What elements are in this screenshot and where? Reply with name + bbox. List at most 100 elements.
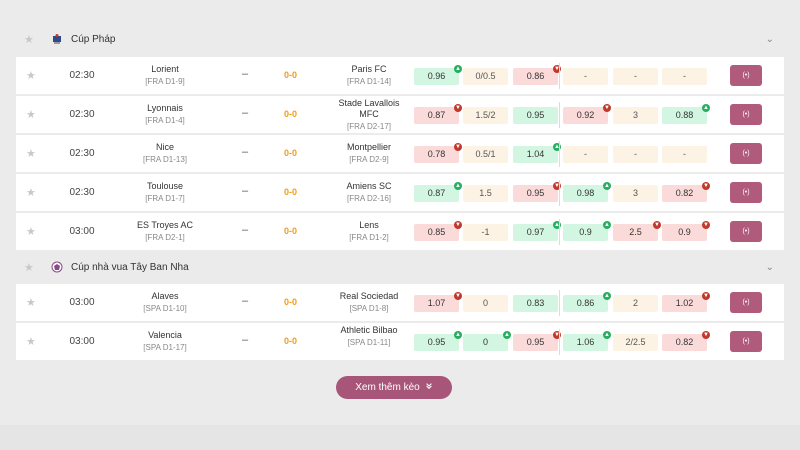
league-header[interactable]: ★ Cúp nhà vua Tây Ban Nha ⌄ — [0, 249, 800, 285]
see-more-odds-button[interactable]: Xem thêm kèo — [336, 376, 452, 399]
away-team[interactable]: Athletic Bilbao [SPA D1-11] — [319, 325, 419, 348]
odds-cell[interactable]: 2/2.5 — [613, 334, 658, 351]
odds-cell[interactable]: 0.95 — [513, 107, 558, 124]
live-stream-button[interactable]: (•) — [730, 331, 762, 352]
odds-cell[interactable]: 1.07 ▼ — [414, 292, 462, 312]
odds-cell[interactable]: 0.82 ▼ — [662, 182, 710, 202]
odds-cell[interactable]: 0.9 ▼ — [662, 221, 710, 241]
home-team[interactable]: Alaves [SPA D1-10] — [115, 291, 215, 314]
odds-cell[interactable]: 1.5/2 — [463, 107, 508, 124]
odds-cell[interactable]: 0.87 ▲ — [414, 182, 462, 202]
away-team[interactable]: Lens [FRA D1-2] — [319, 220, 419, 243]
odds-cell[interactable]: 3 — [613, 185, 658, 202]
odds-cell[interactable]: 0.86 ▲ — [563, 292, 611, 312]
away-team[interactable]: Real Sociedad [SPA D1-8] — [319, 291, 419, 314]
star-icon[interactable]: ★ — [24, 33, 34, 46]
odds-cell[interactable]: 0.83 — [513, 295, 558, 312]
odds-value: 1.06 — [576, 337, 595, 347]
score-separator: – — [242, 68, 249, 80]
live-stream-button[interactable]: (•) — [730, 221, 762, 242]
odds-cell[interactable]: - — [563, 68, 608, 85]
live-stream-button[interactable]: (•) — [730, 182, 762, 203]
home-team[interactable]: Toulouse [FRA D1-7] — [115, 181, 215, 204]
odds-value: 1.5 — [479, 188, 492, 198]
match-time: 02:30 — [69, 70, 95, 81]
odds-cell[interactable]: 1.02 ▼ — [662, 292, 710, 312]
odds-cell[interactable]: 0 — [463, 295, 508, 312]
odds-divider — [559, 290, 560, 316]
odds-cell[interactable]: - — [662, 68, 707, 85]
match-score: 0-0 — [284, 70, 298, 80]
odds-value: 0/0.5 — [475, 71, 496, 81]
odds-cell[interactable]: -1 — [463, 224, 508, 241]
bottom-strip — [0, 425, 800, 450]
odds-up-icon: ▲ — [454, 182, 462, 190]
favorite-star-icon[interactable]: ★ — [26, 187, 36, 199]
odds-cell[interactable]: 0 ▲ — [463, 331, 511, 351]
home-team-name: Lyonnais — [147, 103, 183, 113]
odds-cell[interactable]: 0.95 ▲ — [414, 331, 462, 351]
home-team[interactable]: Valencia [SPA D1-17] — [115, 330, 215, 353]
odds-value: 0.92 — [576, 110, 595, 120]
odds-cell[interactable]: - — [563, 146, 608, 163]
odds-value: 0.98 — [576, 188, 595, 198]
odds-cell[interactable]: 0.82 ▼ — [662, 331, 710, 351]
away-team[interactable]: Amiens SC [FRA D2-16] — [319, 181, 419, 204]
odds-cell[interactable]: - — [662, 146, 707, 163]
odds-cell[interactable]: 0.92 ▼ — [563, 104, 611, 124]
odds-cell[interactable]: 3 — [613, 107, 658, 124]
favorite-star-icon[interactable]: ★ — [26, 336, 36, 348]
odds-value: 0.5/1 — [475, 149, 496, 159]
away-team[interactable]: Montpellier [FRA D2-9] — [319, 142, 419, 165]
odds-cell[interactable]: 0.85 ▼ — [414, 221, 462, 241]
odds-cell[interactable]: 0.97 ▲ — [513, 221, 561, 241]
odds-cell[interactable]: 2.5 ▼ — [613, 221, 661, 241]
odds-cell[interactable]: 0/0.5 — [463, 68, 508, 85]
away-team[interactable]: Stade Lavallois MFC [FRA D2-17] — [319, 98, 419, 132]
score-separator: – — [242, 295, 249, 307]
live-stream-button[interactable]: (•) — [730, 143, 762, 164]
away-team-name: Amiens SC — [346, 181, 392, 191]
star-icon[interactable]: ★ — [24, 261, 34, 274]
live-stream-button[interactable]: (•) — [730, 65, 762, 86]
odds-cell[interactable]: 0.86 ▼ — [513, 65, 561, 85]
odds-cell[interactable]: 0.88 ▲ — [662, 104, 710, 124]
home-team[interactable]: ES Troyes AC [FRA D2-1] — [115, 220, 215, 243]
odds-cell[interactable]: 0.5/1 — [463, 146, 508, 163]
odds-cell[interactable]: 0.96 ▲ — [414, 65, 462, 85]
live-stream-button[interactable]: (•) — [730, 104, 762, 125]
odds-cell[interactable]: 2 — [613, 295, 658, 312]
odds-cell[interactable]: 0.87 ▼ — [414, 104, 462, 124]
odds-down-icon: ▼ — [454, 221, 462, 229]
odds-cell[interactable]: 0.95 ▼ — [513, 182, 561, 202]
chevron-down-icon[interactable]: ⌄ — [765, 261, 774, 273]
favorite-star-icon[interactable]: ★ — [26, 70, 36, 82]
away-team-rank: [FRA D2-9] — [349, 155, 389, 164]
live-stream-button[interactable]: (•) — [730, 292, 762, 313]
away-team[interactable]: Paris FC [FRA D1-14] — [319, 64, 419, 87]
favorite-star-icon[interactable]: ★ — [26, 297, 36, 309]
odds-cell[interactable]: 0.95 ▼ — [513, 331, 561, 351]
odds-divider — [559, 180, 560, 206]
odds-cell[interactable]: 1.04 ▲ — [513, 143, 561, 163]
home-team[interactable]: Lorient [FRA D1-9] — [115, 64, 215, 87]
chevron-down-icon[interactable]: ⌄ — [765, 33, 774, 45]
odds-cell[interactable]: - — [613, 68, 658, 85]
odds-down-icon: ▼ — [603, 104, 611, 112]
odds-cell[interactable]: 0.98 ▲ — [563, 182, 611, 202]
home-team[interactable]: Lyonnais [FRA D1-4] — [115, 103, 215, 126]
favorite-star-icon[interactable]: ★ — [26, 148, 36, 160]
away-team-name: Montpellier — [346, 142, 392, 152]
odds-cell[interactable]: 1.5 — [463, 185, 508, 202]
league-header[interactable]: ★ Cúp Pháp ⌄ — [0, 21, 800, 57]
odds-cell[interactable]: 0.9 ▲ — [563, 221, 611, 241]
home-team[interactable]: Nice [FRA D1-13] — [115, 142, 215, 165]
match-score: 0-0 — [284, 187, 298, 197]
odds-cell[interactable]: 0.78 ▼ — [414, 143, 462, 163]
favorite-star-icon[interactable]: ★ — [26, 109, 36, 121]
odds-cell[interactable]: - — [613, 146, 658, 163]
odds-cell[interactable]: 1.06 ▲ — [563, 331, 611, 351]
match-row: ★ 03:00 Valencia [SPA D1-17] – 0-0 Athletic Bi… — [16, 323, 784, 361]
live-stream-icon: (•) — [742, 150, 750, 157]
favorite-star-icon[interactable]: ★ — [26, 226, 36, 238]
